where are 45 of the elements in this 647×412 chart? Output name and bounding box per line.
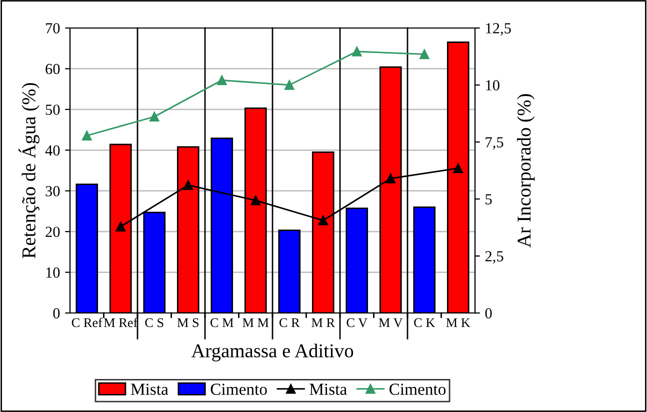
point xyxy=(420,49,430,60)
x-tick-label: C M xyxy=(210,318,234,328)
x-tick-label: M Ref xyxy=(104,318,138,328)
y-axis-title: Retenção de Água (%) xyxy=(18,83,40,258)
y2-tick-label: 10 xyxy=(486,80,500,90)
x-tick-label: M V xyxy=(378,318,403,328)
legend-label: Cimento xyxy=(210,384,267,395)
point xyxy=(352,46,362,56)
x-tick-label: M M xyxy=(242,318,269,328)
point xyxy=(318,216,328,226)
x-tick-label: C S xyxy=(145,318,164,328)
point xyxy=(82,130,92,140)
y-tick-label: 30 xyxy=(46,186,60,196)
point xyxy=(150,112,160,122)
point xyxy=(183,180,193,190)
x-tick-label: M S xyxy=(177,318,198,328)
point xyxy=(284,80,294,90)
y2-axis-title: Ar Incorporado (%) xyxy=(517,94,535,248)
y2-tick-label: 7,5 xyxy=(486,137,504,150)
y-tick-label: 40 xyxy=(45,145,60,156)
point xyxy=(386,174,396,184)
x-tick-label: C Ref xyxy=(72,318,102,328)
y2-tick-label: 12,5 xyxy=(486,23,511,36)
point xyxy=(116,222,126,232)
x-tick-label: M K xyxy=(446,318,470,328)
legend-label: Cimento xyxy=(389,384,446,395)
x-tick-label: C V xyxy=(346,318,368,328)
y-tick-label: 20 xyxy=(46,226,60,238)
x-tick-label: C K xyxy=(414,318,436,328)
point xyxy=(250,196,260,206)
y2-tick-label: 2,5 xyxy=(485,251,504,264)
x-tick-label: C R xyxy=(279,318,300,328)
y-tick-label: 0 xyxy=(53,308,60,318)
point xyxy=(217,75,227,86)
legend-label: Mista xyxy=(130,384,168,395)
x-tick-label: M R xyxy=(312,318,336,328)
y-tick-label: 50 xyxy=(46,104,60,115)
y-tick-label: 70 xyxy=(46,23,60,34)
point xyxy=(453,163,463,174)
y2-tick-label: 0 xyxy=(485,308,492,318)
x-axis-title: Argamassa e Aditivo xyxy=(191,344,354,362)
y-tick-label: 60 xyxy=(46,64,60,74)
y-tick-label: 10 xyxy=(46,267,60,278)
y2-tick-label: 5 xyxy=(486,194,492,204)
legend-label: Mista xyxy=(310,384,347,395)
